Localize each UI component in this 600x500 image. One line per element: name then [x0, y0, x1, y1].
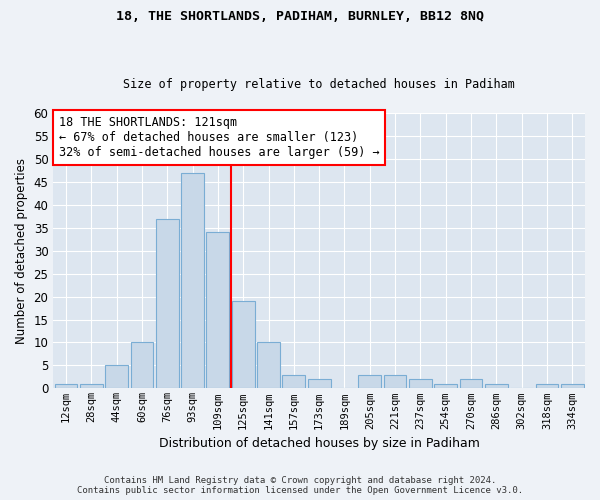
Text: Contains HM Land Registry data © Crown copyright and database right 2024.
Contai: Contains HM Land Registry data © Crown c… — [77, 476, 523, 495]
Title: Size of property relative to detached houses in Padiham: Size of property relative to detached ho… — [123, 78, 515, 91]
Bar — [434, 384, 457, 388]
Bar — [460, 379, 482, 388]
Text: 18 THE SHORTLANDS: 121sqm
← 67% of detached houses are smaller (123)
32% of semi: 18 THE SHORTLANDS: 121sqm ← 67% of detac… — [59, 116, 379, 159]
Bar — [358, 374, 381, 388]
Bar — [55, 384, 77, 388]
Bar — [283, 374, 305, 388]
Bar — [384, 374, 406, 388]
X-axis label: Distribution of detached houses by size in Padiham: Distribution of detached houses by size … — [159, 437, 479, 450]
Bar — [536, 384, 559, 388]
Bar — [156, 218, 179, 388]
Text: 18, THE SHORTLANDS, PADIHAM, BURNLEY, BB12 8NQ: 18, THE SHORTLANDS, PADIHAM, BURNLEY, BB… — [116, 10, 484, 23]
Bar — [232, 301, 254, 388]
Bar — [485, 384, 508, 388]
Bar — [308, 379, 331, 388]
Y-axis label: Number of detached properties: Number of detached properties — [15, 158, 28, 344]
Bar — [561, 384, 584, 388]
Bar — [131, 342, 154, 388]
Bar — [257, 342, 280, 388]
Bar — [409, 379, 432, 388]
Bar — [80, 384, 103, 388]
Bar — [105, 366, 128, 388]
Bar — [206, 232, 229, 388]
Bar — [181, 172, 204, 388]
